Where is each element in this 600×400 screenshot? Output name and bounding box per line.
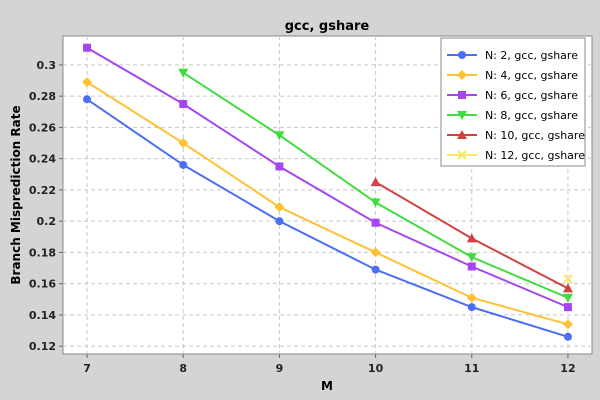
x-marker-stroke xyxy=(457,150,467,160)
legend-item: N: 12, gcc, gshare xyxy=(447,149,585,162)
x-axis: 7 8 9 10 11 12 xyxy=(83,354,576,375)
series-4 xyxy=(178,68,573,303)
data-point xyxy=(467,303,476,312)
x-tick-label: 10 xyxy=(368,362,384,375)
data-point xyxy=(466,253,477,263)
data-point xyxy=(83,43,92,52)
data-point xyxy=(82,77,93,88)
data-point xyxy=(562,283,573,293)
x-marker-stroke xyxy=(563,274,573,284)
x-tick-label: 8 xyxy=(179,362,187,375)
legend-swatch-marker xyxy=(457,130,467,139)
data-point xyxy=(179,99,188,108)
series-2 xyxy=(82,77,573,330)
legend-label: N: 2, gcc, gshare xyxy=(485,49,578,62)
legend-swatch-marker xyxy=(458,91,466,99)
x-tick-label: 11 xyxy=(464,362,479,375)
data-point xyxy=(370,198,381,208)
data-point xyxy=(563,303,572,312)
legend-label: N: 6, gcc, gshare xyxy=(485,89,578,102)
data-point xyxy=(275,217,284,226)
data-point xyxy=(178,68,189,78)
y-tick-label: 0.3 xyxy=(37,59,57,72)
series-layer xyxy=(82,43,573,341)
data-point xyxy=(370,177,381,187)
y-tick-label: 0.28 xyxy=(29,90,56,103)
x-tick-label: 7 xyxy=(83,362,91,375)
series-line xyxy=(86,81,569,326)
legend-swatch-marker xyxy=(457,70,467,80)
data-point xyxy=(83,95,92,104)
y-tick-label: 0.2 xyxy=(37,215,57,228)
data-point xyxy=(563,332,572,341)
series-3 xyxy=(83,43,572,312)
y-tick-label: 0.22 xyxy=(29,184,56,197)
y-tick-label: 0.26 xyxy=(29,121,56,134)
y-tick-label: 0.18 xyxy=(29,246,56,259)
legend-item: N: 8, gcc, gshare xyxy=(447,109,578,122)
data-point xyxy=(563,274,573,284)
data-point xyxy=(371,218,380,227)
y-tick-label: 0.16 xyxy=(29,278,56,291)
legend-item: N: 10, gcc, gshare xyxy=(447,129,585,142)
legend-label: N: 12, gcc, gshare xyxy=(485,149,585,162)
x-axis-label: M xyxy=(321,379,333,393)
legend-item: N: 6, gcc, gshare xyxy=(447,89,578,102)
data-point xyxy=(370,247,381,258)
x-tick-label: 12 xyxy=(560,362,575,375)
legend-swatch-marker xyxy=(458,51,466,59)
y-tick-label: 0.24 xyxy=(29,153,56,166)
legend-label: N: 10, gcc, gshare xyxy=(485,129,585,142)
series-6 xyxy=(563,274,573,284)
legend-label: N: 8, gcc, gshare xyxy=(485,109,578,122)
series-1 xyxy=(83,95,572,341)
y-tick-label: 0.12 xyxy=(29,340,56,353)
data-point xyxy=(274,202,285,213)
y-tick-label: 0.14 xyxy=(29,309,56,322)
data-point xyxy=(178,138,189,149)
chart-title: gcc, gshare xyxy=(285,19,370,34)
data-point xyxy=(274,131,285,141)
x-tick-label: 9 xyxy=(276,362,284,375)
data-point xyxy=(275,162,284,171)
series-line xyxy=(86,98,569,338)
legend: N: 2, gcc, gshare N: 4, gcc, gshare N: 6, … xyxy=(440,37,586,167)
data-point xyxy=(466,233,477,243)
data-point xyxy=(179,160,188,169)
legend-swatch-marker xyxy=(457,111,467,120)
legend-box xyxy=(440,37,586,167)
legend-item: N: 2, gcc, gshare xyxy=(447,49,578,62)
y-axis: 0.12 0.14 0.16 0.18 0.2 0.22 0.24 0.26 0.28 0.3 xyxy=(29,59,63,353)
data-point xyxy=(371,265,380,274)
y-axis-label: Branch Misprediction Rate xyxy=(9,105,23,284)
series-5 xyxy=(370,177,573,293)
data-point xyxy=(466,292,477,303)
data-point xyxy=(562,293,573,303)
series-line xyxy=(86,46,569,309)
data-point xyxy=(467,262,476,271)
legend-item: N: 4, gcc, gshare xyxy=(447,69,578,82)
data-point xyxy=(562,319,573,330)
legend-label: N: 4, gcc, gshare xyxy=(485,69,578,82)
legend-swatch-marker xyxy=(457,150,467,160)
